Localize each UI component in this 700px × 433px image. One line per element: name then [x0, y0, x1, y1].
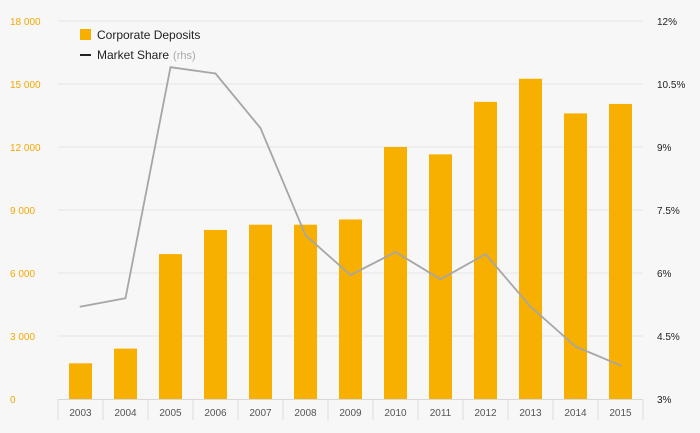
x-tick-label: 2012: [474, 408, 497, 419]
bar: [474, 101, 497, 399]
bar: [114, 348, 137, 399]
x-tick-label: 2009: [339, 408, 362, 419]
line-point: [529, 305, 532, 308]
line-series: [79, 66, 622, 367]
line-point: [214, 72, 217, 75]
line-point: [349, 274, 352, 276]
x-tick-label: 2013: [519, 408, 542, 419]
bar: [294, 224, 317, 399]
bar: [69, 363, 92, 399]
bar: [609, 103, 632, 399]
y-left-tick-label: 9 000: [10, 206, 35, 217]
x-tick-label: 2005: [159, 408, 182, 419]
legend-label-text: Market Share: [97, 48, 169, 62]
line-point: [79, 305, 82, 308]
line-point: [484, 253, 487, 256]
line-point: [124, 297, 127, 300]
x-tick-label: 2014: [564, 408, 587, 419]
line-point: [574, 345, 577, 348]
line-point: [439, 278, 442, 281]
x-tick-label: 2004: [114, 408, 137, 419]
bar: [204, 229, 227, 399]
line-point: [394, 251, 397, 253]
legend-label: Market Share (rhs): [97, 48, 196, 62]
x-tick-label: 2003: [69, 408, 92, 419]
bar: [384, 147, 407, 399]
x-tick-label: 2011: [430, 408, 452, 419]
y-left-tick-label: 15 000: [10, 80, 41, 91]
line-point: [304, 234, 307, 237]
legend: Corporate Deposits Market Share (rhs): [80, 28, 200, 62]
x-tick-label: 2007: [249, 408, 272, 419]
y-right-tick-label: 3%: [657, 395, 672, 406]
y-left-tick-label: 12 000: [10, 143, 41, 154]
y-right-tick-label: 6%: [657, 269, 672, 280]
bar: [159, 254, 182, 399]
bar: [249, 224, 272, 399]
y-right-tick-label: 10.5%: [657, 80, 685, 91]
y-right-tick-label: 9%: [657, 143, 672, 154]
y-left-tick-label: 6 000: [10, 269, 35, 280]
x-axis: 2003 2004 2005 2006 2007 2008 2009 2010 2011 2012…: [57, 399, 644, 420]
y-axis-right: 3% 4.5% 6% 7.5% 9% 10.5% 12%: [657, 17, 685, 406]
y-axis-left: 0 3 000 6 000 9 000 12 000 15 000 18 000: [10, 17, 41, 406]
x-tick-label: 2008: [294, 408, 317, 419]
legend-label-suffix: (rhs): [173, 50, 196, 62]
x-tick-label: 2006: [204, 408, 227, 419]
bar: [519, 78, 542, 399]
y-left-tick-label: 3 000: [10, 332, 35, 343]
bar: [339, 219, 362, 399]
y-left-tick-label: 18 000: [10, 17, 41, 28]
bar-series: [69, 78, 632, 400]
y-right-tick-label: 12%: [657, 17, 677, 28]
bar: [564, 113, 587, 400]
y-left-tick-label: 0: [10, 395, 16, 406]
line-point: [619, 364, 622, 367]
legend-label: Corporate Deposits: [97, 28, 200, 42]
y-right-tick-label: 7.5%: [657, 206, 680, 217]
bar: [429, 154, 452, 399]
x-tick-label: 2015: [609, 408, 632, 419]
x-tick-label: 2010: [384, 408, 407, 419]
legend-swatch-square: [80, 29, 91, 40]
line-point: [259, 127, 262, 129]
y-right-tick-label: 4.5%: [657, 332, 680, 343]
line-point: [169, 66, 172, 69]
